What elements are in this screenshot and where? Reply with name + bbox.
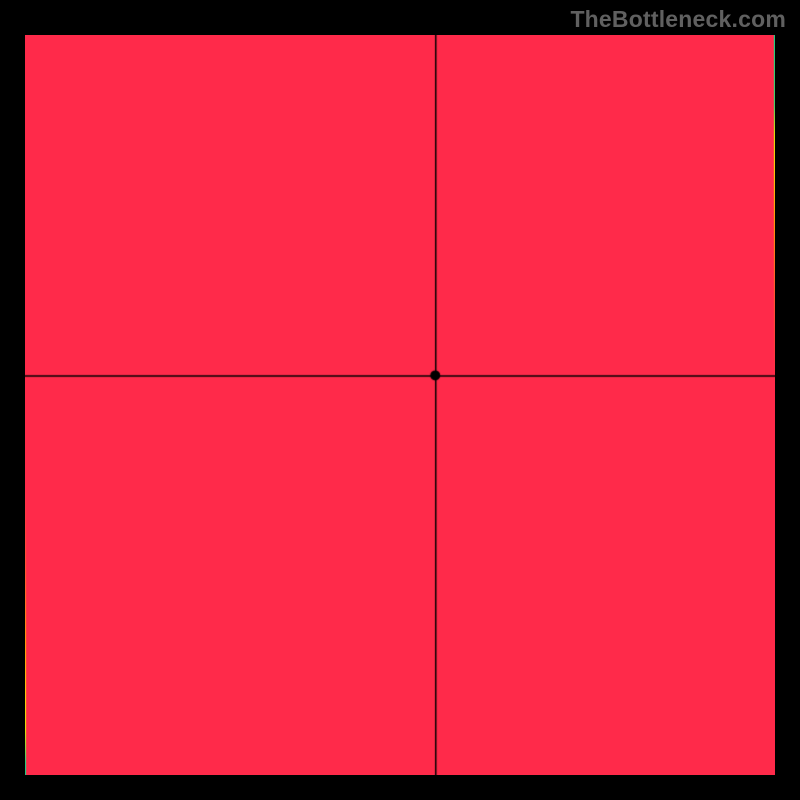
plot-frame — [25, 35, 775, 775]
chart-container: TheBottleneck.com — [0, 0, 800, 800]
watermark-text: TheBottleneck.com — [570, 6, 786, 33]
heatmap-canvas — [25, 35, 775, 775]
